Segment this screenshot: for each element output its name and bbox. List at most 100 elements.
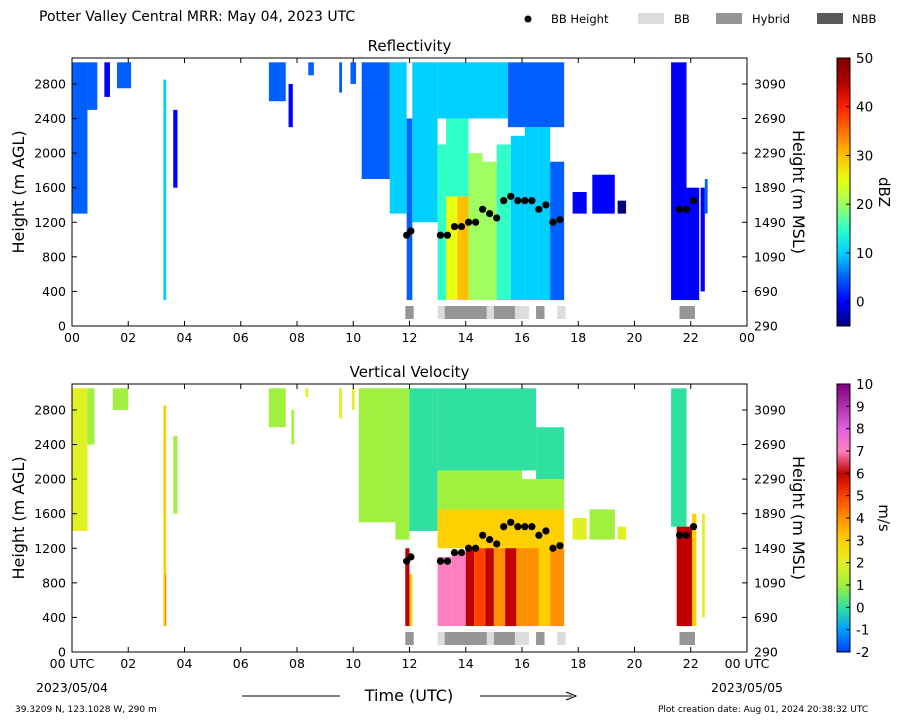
bb-height-point	[514, 523, 522, 531]
data-cell	[700, 187, 705, 292]
legend-swatch-bb	[638, 13, 664, 24]
bb-height-point	[675, 531, 684, 539]
data-cell	[405, 548, 410, 627]
y-tick-label: 0	[58, 319, 66, 334]
y-axis-label-right: Height (m MSL)	[789, 456, 808, 580]
y-tick-label: 1200	[34, 215, 66, 230]
data-cell	[72, 388, 88, 531]
bb-type-bar	[679, 306, 695, 319]
x-tick-label: 08	[289, 330, 305, 345]
y-right-tick-label: 2690	[754, 111, 786, 126]
data-cell	[358, 388, 396, 523]
data-cell	[163, 79, 167, 301]
data-cell	[351, 388, 355, 410]
bb-height-point	[464, 544, 473, 552]
x-axis-label: Time (UTC)	[364, 686, 453, 705]
y-right-tick-label: 1890	[754, 180, 786, 195]
y-tick-label: 400	[42, 610, 66, 625]
y-tick-label: 1600	[34, 180, 66, 195]
bb-height-point	[514, 197, 522, 205]
bb-type-bar	[444, 632, 487, 645]
colorbar-tick-label: 4	[856, 511, 865, 527]
x-tick-label: 12	[402, 656, 418, 671]
data-cell	[173, 435, 178, 514]
bb-type-bar	[437, 632, 445, 645]
data-cell	[538, 127, 551, 301]
figure-title: Potter Valley Central MRR: May 04, 2023 …	[39, 9, 356, 25]
data-cell	[538, 530, 551, 627]
data-cell	[268, 62, 286, 102]
bb-height-point	[549, 544, 557, 552]
data-cell	[163, 405, 167, 627]
x-tick-label: 10	[345, 656, 361, 671]
data-cell	[437, 556, 452, 627]
data-cell	[117, 62, 132, 89]
x-tick-label: 00 UTC	[50, 656, 95, 671]
data-cell	[507, 62, 565, 128]
colorbar-tick-label: 30	[856, 148, 873, 164]
data-cell	[451, 552, 466, 627]
data-cell	[87, 388, 95, 445]
y-tick-label: 2000	[34, 472, 66, 487]
bb-height-point	[457, 548, 466, 557]
data-cell	[446, 170, 458, 301]
bb-type-bar	[493, 632, 515, 645]
colorbar-label: m/s	[875, 504, 893, 532]
x-tick-label: 20	[627, 656, 643, 671]
x-tick-label: 00 UTC	[725, 656, 770, 671]
data-cell	[524, 127, 539, 301]
data-cell	[572, 192, 587, 214]
data-cell	[406, 118, 413, 301]
y-right-tick-label: 1090	[754, 249, 786, 264]
colorbar-tick-label: 20	[856, 197, 873, 213]
x-tick-label: 04	[177, 656, 193, 671]
data-cell	[468, 153, 483, 301]
x-tick-label: 16	[514, 330, 530, 345]
colorbar-tick-label: 9	[856, 399, 865, 415]
y-tick-label: 2400	[34, 111, 66, 126]
colorbar-tick-label: 10	[856, 246, 873, 262]
legend-label-bb: BB	[674, 12, 690, 26]
data-cell	[164, 574, 167, 627]
data-cell	[72, 62, 88, 214]
bb-height-point	[407, 553, 415, 561]
station-location: 39.3209 N, 123.1028 W, 290 m	[15, 705, 157, 715]
bb-height-point	[528, 197, 536, 205]
bb-type-bar	[493, 306, 515, 319]
data-cell	[496, 144, 511, 301]
data-cell	[350, 62, 357, 84]
colorbar-tick-label: 40	[856, 100, 873, 116]
data-cell	[112, 388, 129, 410]
legend-swatch-nbb	[817, 13, 843, 24]
data-cell	[173, 109, 178, 188]
x-tick-label: 18	[570, 656, 586, 671]
y-tick-label: 1200	[34, 541, 66, 556]
x-tick-label: 08	[289, 656, 305, 671]
bb-height-point	[457, 222, 466, 231]
data-cell	[361, 62, 390, 180]
data-cell	[291, 409, 295, 445]
x-tick-label: 06	[233, 330, 249, 345]
data-cell	[704, 179, 708, 214]
bb-height-point	[542, 527, 550, 535]
data-cell	[339, 62, 342, 93]
colorbar-tick-label: 10	[856, 377, 873, 393]
y-right-tick-label: 290	[754, 645, 778, 660]
data-cell	[288, 83, 293, 128]
data-cell	[550, 548, 565, 627]
x-tick-label: 06	[233, 656, 249, 671]
legend-marker-bb-height	[524, 15, 532, 23]
bb-type-bar	[536, 632, 545, 645]
bb-height-point	[486, 536, 494, 544]
data-cell	[87, 62, 98, 110]
end-date-label: 2023/05/05	[711, 680, 783, 695]
bb-type-bar	[405, 632, 414, 645]
bb-type-bar	[486, 306, 494, 319]
bb-type-bar	[557, 632, 566, 645]
bb-height-point	[464, 218, 473, 226]
colorbar-tick-label: 0	[856, 295, 865, 311]
y-right-tick-label: 3090	[754, 76, 786, 91]
data-cell	[395, 388, 410, 540]
data-cell	[465, 548, 475, 627]
